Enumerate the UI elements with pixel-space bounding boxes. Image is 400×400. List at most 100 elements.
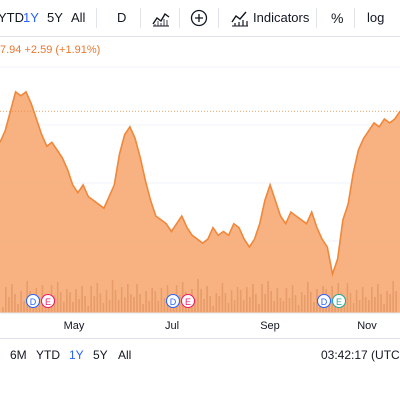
volume-bar <box>130 294 132 313</box>
bottom-range-all-button[interactable]: All <box>118 348 132 362</box>
volume-bar <box>69 292 71 313</box>
volume-bar <box>75 289 77 313</box>
volume-bar <box>368 300 370 313</box>
volume-bar <box>364 297 367 313</box>
bottom-range-ytd-button[interactable]: YTD <box>36 348 60 362</box>
volume-bar <box>313 302 315 313</box>
volume-bar <box>218 296 221 313</box>
volume-bar <box>120 287 123 313</box>
volume-bar <box>66 289 68 313</box>
earnings-marker <box>180 293 196 309</box>
volume-bar <box>59 292 62 313</box>
volume-bar <box>328 299 330 313</box>
volume-bar <box>392 281 394 313</box>
x-tick-label: Jul <box>165 320 179 332</box>
volume-bar <box>267 281 269 313</box>
chart-type-icon[interactable] <box>152 9 170 27</box>
volume-bar <box>374 297 376 313</box>
volume-bar <box>233 300 236 313</box>
interval-button[interactable]: D <box>117 10 127 25</box>
volume-bar <box>200 289 202 313</box>
volume-bar <box>145 291 147 313</box>
toolbar-divider <box>179 8 180 28</box>
volume-bar <box>215 293 218 313</box>
volume-bar <box>349 293 352 313</box>
bottom-range-bar: 6M YTD 1Y 5Y All 03:42:17 (UTC- <box>0 338 400 371</box>
volume-bar <box>93 296 96 313</box>
volume-bar <box>273 301 275 313</box>
volume-bar <box>310 292 312 313</box>
volume-bar <box>383 304 385 313</box>
volume-bar <box>230 290 233 313</box>
volume-bar <box>20 291 22 313</box>
volume-bar <box>380 294 382 313</box>
volume-bar <box>72 302 74 313</box>
dividend-marker <box>165 293 181 309</box>
percent-scale-button[interactable]: % <box>331 10 344 26</box>
bottom-range-5y-button[interactable]: 5Y <box>93 348 108 362</box>
volume-bar <box>127 284 129 313</box>
volume-bar <box>117 300 120 313</box>
earnings-marker <box>331 293 347 309</box>
volume-bar <box>242 300 245 313</box>
toolbar-divider <box>218 8 219 28</box>
volume-bar <box>361 287 364 313</box>
volume-bar <box>84 296 86 313</box>
volume-bar <box>343 303 346 313</box>
toolbar-divider <box>140 8 141 28</box>
bottom-range-1y-button[interactable]: 1Y <box>69 348 84 362</box>
dividend-marker-label: D <box>170 297 177 307</box>
volume-bar <box>203 299 205 313</box>
earnings-marker <box>40 293 56 309</box>
compare-add-icon[interactable] <box>190 9 208 27</box>
volume-bar <box>252 284 254 313</box>
volume-bar <box>212 306 214 313</box>
volume-bar <box>288 298 291 313</box>
volume-bar <box>17 304 19 313</box>
log-scale-button[interactable]: log <box>367 10 385 25</box>
range-1y-button[interactable]: 1Y <box>23 10 39 25</box>
volume-bar <box>255 294 257 313</box>
timezone-clock[interactable]: 03:42:17 (UTC- <box>321 348 400 362</box>
volume-bar <box>264 294 266 313</box>
chart-toolbar: YTD 1Y 5Y All D Indicators % log <box>0 0 400 37</box>
bottom-range-6m-button[interactable]: 6M <box>10 348 27 362</box>
volume-bar <box>178 295 181 313</box>
volume-bar <box>114 290 117 313</box>
range-ytd-button[interactable]: YTD <box>0 10 24 25</box>
x-tick-label: Nov <box>357 320 377 332</box>
volume-bar <box>139 294 141 313</box>
volume-bar <box>294 295 297 313</box>
range-all-button[interactable]: All <box>71 10 86 25</box>
volume-bar <box>99 293 102 313</box>
volume-bar <box>358 300 361 313</box>
volume-bar <box>276 288 279 313</box>
volume-bar <box>371 287 373 313</box>
range-5y-button[interactable]: 5Y <box>47 10 63 25</box>
x-tick-label: Sep <box>260 320 280 332</box>
volume-bar <box>108 300 111 313</box>
volume-bar <box>307 282 309 313</box>
volume-bar <box>154 291 157 313</box>
volume-bar <box>282 301 285 313</box>
volume-bar <box>224 293 227 313</box>
volume-bar <box>249 297 251 313</box>
volume-bar <box>8 297 10 313</box>
volume-bar <box>111 280 114 313</box>
volume-bar <box>377 284 379 313</box>
price-change: +2.59 <box>24 44 53 56</box>
volume-bar <box>38 298 41 313</box>
indicators-button[interactable]: Indicators <box>253 10 310 25</box>
volume-bar <box>297 305 300 313</box>
volume-bar <box>239 290 242 313</box>
volume-bar <box>236 287 239 313</box>
volume-bar <box>90 286 92 313</box>
volume-bar <box>5 287 7 313</box>
last-price: 7.94 <box>0 44 22 56</box>
indicators-icon[interactable] <box>231 9 249 27</box>
volume-bar <box>124 297 126 313</box>
volume-bar <box>2 307 4 313</box>
price-legend: 7.94 +2.59 (+1.91%) <box>0 44 100 56</box>
price-change-percent: (+1.91%) <box>55 44 101 56</box>
